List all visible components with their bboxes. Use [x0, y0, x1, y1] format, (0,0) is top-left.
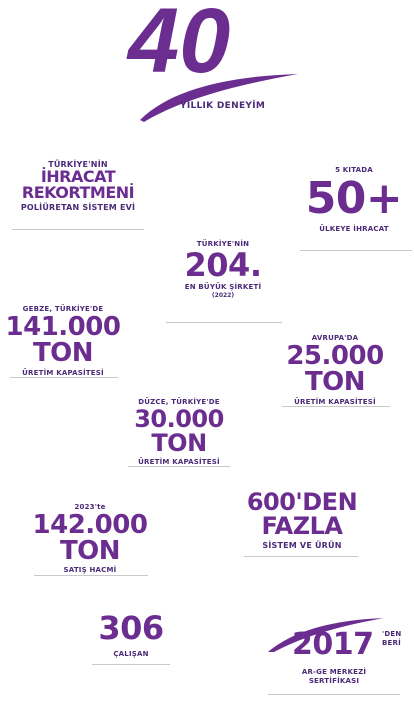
europe-value: 25.000	[286, 341, 384, 371]
rnd-bottom1: AR-GE MERKEZİ	[301, 668, 367, 676]
export-record-stat: TÜRKİYE'NİN İHRACAT REKORTMENİ POLİÜRETA…	[8, 160, 148, 230]
rnd-bottom2: SERTİFİKASI	[308, 677, 360, 685]
hero-label: YILLIK DENEYİM	[180, 101, 266, 111]
export-record-line3: REKORTMENİ	[21, 183, 135, 202]
rnd-suffix1: 'DEN	[382, 630, 402, 638]
continents-top: 5 KITADA	[335, 166, 373, 174]
systems-line2: FAZLA	[261, 512, 343, 540]
largest-note: (2022)	[211, 292, 235, 299]
duzce-value: 30.000	[134, 405, 224, 433]
sales-top: 2023'te	[74, 503, 106, 511]
export-record-line4: POLİÜRETAN SİSTEM EVİ	[20, 203, 136, 212]
forty-years-graphic: 40	[126, 0, 298, 122]
gebze-capacity-stat: GEBZE, TÜRKİYE'DE 141.000 TON ÜRETİM KAP…	[4, 305, 122, 378]
systems-divider	[244, 556, 358, 557]
largest-divider	[166, 322, 282, 323]
rnd-divider	[268, 694, 400, 695]
sales-bottom: SATIŞ HACMİ	[63, 566, 117, 574]
sales-divider	[34, 575, 148, 576]
rnd-value: 2017	[292, 627, 374, 662]
hero-number: 40	[126, 0, 230, 92]
employees-stat: 306 ÇALIŞAN	[88, 609, 174, 665]
largest-company-stat: TÜRKİYE'NİN 204. EN BÜYÜK ŞİRKETİ (2022)	[164, 240, 282, 323]
sales-unit: TON	[59, 536, 121, 566]
sales-value: 142.000	[32, 510, 148, 540]
systems-products-stat: 600'DEN FAZLA SİSTEM VE ÜRÜN	[240, 488, 364, 557]
hero-swoosh	[140, 74, 298, 122]
duzce-capacity-stat: DÜZCE, TÜRKİYE'DE 30.000 TON ÜRETİM KAPA…	[124, 398, 234, 467]
largest-top: TÜRKİYE'NİN	[196, 240, 250, 248]
duzce-unit: TON	[151, 429, 207, 457]
export-record-divider	[12, 229, 144, 230]
gebze-divider	[10, 377, 118, 378]
duzce-divider	[128, 466, 230, 467]
europe-bottom: ÜRETİM KAPASİTESİ	[294, 398, 376, 406]
largest-bottom: EN BÜYÜK ŞİRKETİ	[184, 283, 262, 291]
export-record-line1: TÜRKİYE'NİN	[48, 160, 108, 169]
systems-bottom: SİSTEM VE ÜRÜN	[262, 541, 342, 550]
largest-value: 204.	[184, 246, 262, 284]
duzce-top: DÜZCE, TÜRKİYE'DE	[138, 398, 220, 406]
duzce-bottom: ÜRETİM KAPASİTESİ	[138, 458, 220, 466]
employees-value: 306	[98, 609, 164, 647]
europe-unit: TON	[304, 367, 366, 397]
continents-stat: 5 KITADA 50+ ÜLKEYE İHRACAT	[296, 166, 412, 251]
gebze-top: GEBZE, TÜRKİYE'DE	[22, 305, 104, 313]
continents-value: 50+	[305, 173, 403, 224]
sales-volume-stat: 2023'te 142.000 TON SATIŞ HACMİ	[24, 503, 156, 576]
gebze-value: 141.000	[5, 312, 121, 342]
employees-divider	[92, 664, 170, 665]
europe-capacity-stat: AVRUPA'DA 25.000 TON ÜRETİM KAPASİTESİ	[276, 334, 394, 407]
rnd-swoosh	[268, 618, 384, 652]
europe-top: AVRUPA'DA	[311, 334, 359, 342]
gebze-unit: TON	[32, 338, 94, 368]
employees-bottom: ÇALIŞAN	[113, 650, 149, 658]
continents-divider	[300, 250, 412, 251]
gebze-bottom: ÜRETİM KAPASİTESİ	[22, 369, 104, 377]
systems-line1: 600'DEN	[246, 488, 358, 516]
export-record-line2: İHRACAT	[40, 167, 116, 186]
continents-bottom: ÜLKEYE İHRACAT	[319, 225, 389, 233]
rnd-suffix2: BERİ	[382, 639, 401, 647]
europe-divider	[282, 406, 390, 407]
